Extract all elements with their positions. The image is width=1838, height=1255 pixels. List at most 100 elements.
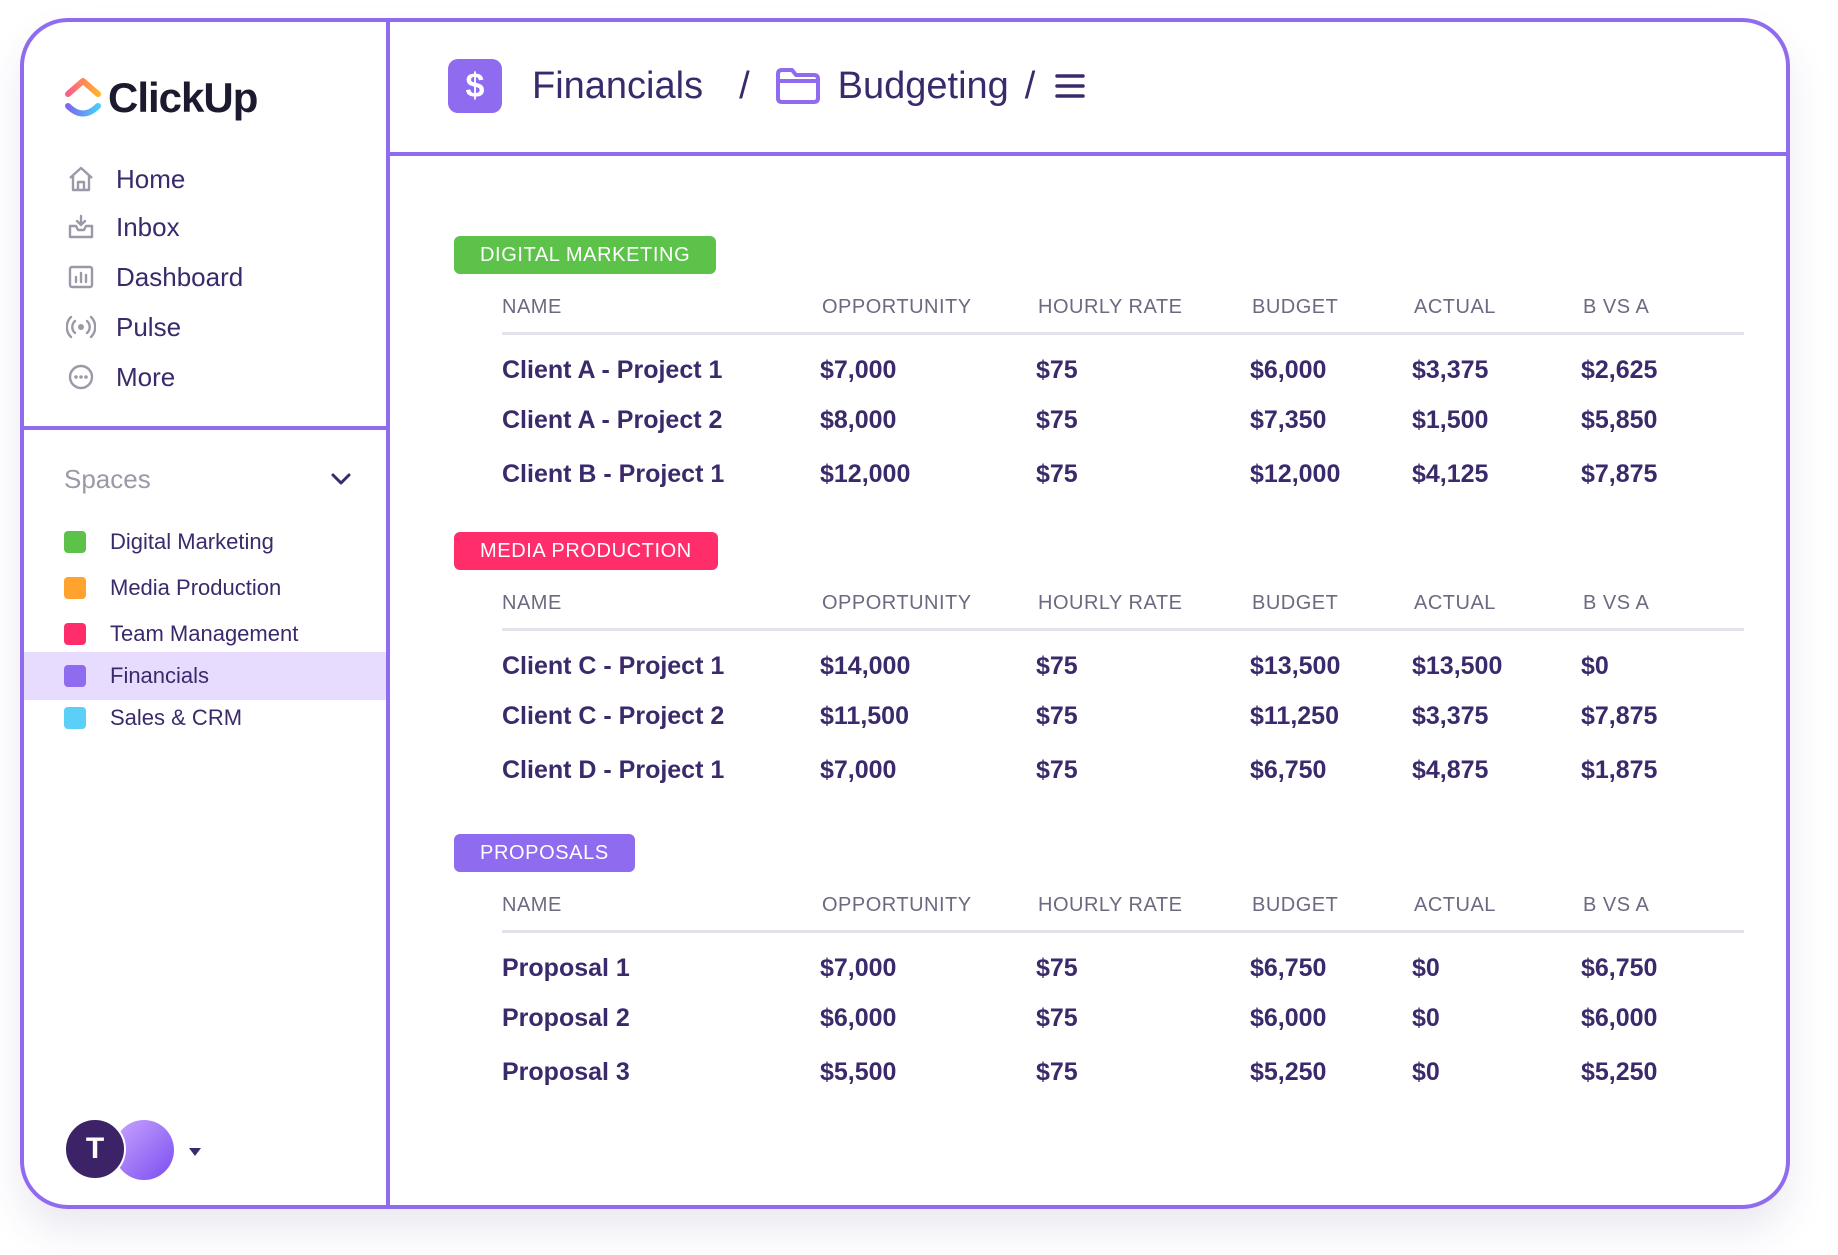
cell-hourly-rate: $75 [1036,954,1078,982]
column-header-opportunity[interactable]: OPPORTUNITY [822,296,972,318]
nav-dashboard-label: Dashboard [116,261,244,292]
cell-budget: $7,350 [1250,406,1327,434]
cell-opportunity: $14,000 [820,652,911,680]
cell-hourly-rate: $75 [1036,356,1078,384]
header-rule [502,628,1744,631]
column-header-actual[interactable]: ACTUAL [1414,592,1496,614]
column-header-name[interactable]: NAME [502,592,562,614]
cell-budget: $6,000 [1250,1004,1327,1032]
user-menu[interactable]: T [64,1118,204,1182]
space-financials[interactable]: Financials [24,652,386,700]
avatar[interactable]: T [64,1118,126,1180]
column-header-actual[interactable]: ACTUAL [1414,894,1496,916]
home-icon [64,162,98,196]
breadcrumb-separator: / [739,64,750,107]
nav-inbox-label: Inbox [116,211,180,242]
row-name-link[interactable]: Client A - Project 1 [502,356,723,384]
column-header-name[interactable]: NAME [502,894,562,916]
logo[interactable]: ClickUp [64,74,258,122]
cell-opportunity: $11,500 [820,702,909,730]
row-name-link[interactable]: Proposal 2 [502,1004,630,1032]
dashboard-icon [64,260,98,294]
row-name-link[interactable]: Proposal 3 [502,1058,630,1086]
caret-down-icon[interactable] [188,1144,202,1162]
row-name-link[interactable]: Client D - Project 1 [502,756,725,784]
space-team-management[interactable]: Team Management [24,610,386,658]
inbox-icon [64,210,98,244]
cell-b-vs-a: $5,250 [1581,1058,1658,1086]
column-header-b-vs-a[interactable]: B VS A [1583,894,1650,916]
nav-home-label: Home [116,163,186,194]
cell-opportunity: $7,000 [820,356,897,384]
nav-inbox[interactable]: Inbox [64,210,180,244]
cell-budget: $6,750 [1250,756,1327,784]
space-sales-crm[interactable]: Sales & CRM [24,694,386,742]
cell-actual: $1,500 [1412,406,1489,434]
group-tag-proposals[interactable]: PROPOSALS [454,834,635,872]
nav-home[interactable]: Home [64,162,185,196]
breadcrumb: $ Financials / Budgeting / [448,58,1086,114]
group-tag-digital-marketing[interactable]: DIGITAL MARKETING [454,236,717,274]
row-name-link[interactable]: Client C - Project 1 [502,652,725,680]
group-tag-media-production[interactable]: MEDIA PRODUCTION [454,532,718,570]
cell-actual: $3,375 [1412,356,1489,384]
column-header-budget[interactable]: BUDGET [1252,592,1339,614]
header-rule [502,332,1744,335]
brand-name: ClickUp [108,74,258,121]
space-color-swatch [64,531,86,553]
cell-hourly-rate: $75 [1036,702,1078,730]
cell-budget: $12,000 [1250,460,1341,488]
cell-budget: $6,750 [1250,954,1327,982]
nav-more[interactable]: More [64,360,175,394]
cell-hourly-rate: $75 [1036,756,1078,784]
cell-hourly-rate: $75 [1036,460,1078,488]
column-header-hourly-rate[interactable]: HOURLY RATE [1038,592,1183,614]
header-rule [502,930,1744,933]
row-name-link[interactable]: Client A - Project 2 [502,406,723,434]
space-color-swatch [64,577,86,599]
folder-icon [774,66,822,106]
cell-b-vs-a: $0 [1581,652,1609,680]
cell-b-vs-a: $6,750 [1581,954,1658,982]
nav-more-label: More [116,361,176,392]
cell-opportunity: $7,000 [820,954,897,982]
cell-hourly-rate: $75 [1036,1004,1078,1032]
column-header-hourly-rate[interactable]: HOURLY RATE [1038,894,1183,916]
cell-actual: $4,875 [1412,756,1489,784]
chevron-down-icon[interactable] [330,472,352,491]
cell-opportunity: $6,000 [820,1004,897,1032]
column-header-budget[interactable]: BUDGET [1252,296,1339,318]
sidebar-divider [24,426,386,430]
nav-pulse-label: Pulse [116,311,182,342]
column-header-opportunity[interactable]: OPPORTUNITY [822,894,972,916]
nav-pulse[interactable]: Pulse [64,310,181,344]
cell-opportunity: $8,000 [820,406,897,434]
cell-actual: $0 [1412,954,1440,982]
cell-opportunity: $7,000 [820,756,897,784]
cell-opportunity: $5,500 [820,1058,897,1086]
column-header-opportunity[interactable]: OPPORTUNITY [822,592,972,614]
column-header-hourly-rate[interactable]: HOURLY RATE [1038,296,1183,318]
cell-budget: $5,250 [1250,1058,1327,1086]
cell-hourly-rate: $75 [1036,1058,1078,1086]
space-digital-marketing[interactable]: Digital Marketing [24,518,386,566]
pulse-icon [64,310,98,344]
app-window: ClickUp Home Inbox Dashboard [20,18,1790,1209]
breadcrumb-budgeting[interactable]: Budgeting [837,64,1009,107]
column-header-budget[interactable]: BUDGET [1252,894,1339,916]
space-label: Financials [110,663,210,688]
row-name-link[interactable]: Client B - Project 1 [502,460,725,488]
row-name-link[interactable]: Client C - Project 2 [502,702,725,730]
column-header-b-vs-a[interactable]: B VS A [1583,296,1650,318]
column-header-b-vs-a[interactable]: B VS A [1583,592,1650,614]
space-label: Digital Marketing [110,529,274,554]
breadcrumb-separator: / [1024,64,1036,107]
cell-hourly-rate: $75 [1036,652,1078,680]
breadcrumb-financials[interactable]: Financials [532,64,704,107]
menu-icon[interactable] [1055,73,1086,99]
row-name-link[interactable]: Proposal 1 [502,954,630,982]
space-media-production[interactable]: Media Production [24,564,386,612]
nav-dashboard[interactable]: Dashboard [64,260,243,294]
column-header-actual[interactable]: ACTUAL [1414,296,1496,318]
column-header-name[interactable]: NAME [502,296,562,318]
